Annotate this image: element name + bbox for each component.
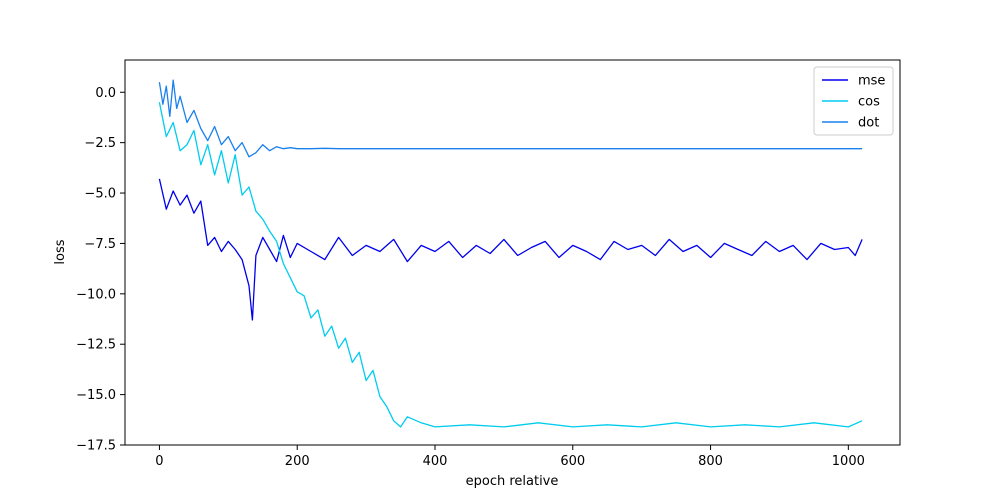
legend-box	[813, 66, 894, 136]
series-line-dot	[158, 79, 863, 158]
y-tick-label: −7.5	[84, 237, 116, 252]
x-tick-label: 400	[423, 454, 448, 469]
legend: mse cos dot	[813, 66, 894, 136]
x-tick-label: 0	[155, 454, 163, 469]
legend-label-cos: cos	[858, 95, 880, 110]
y-tick-label: −5.0	[84, 187, 116, 202]
series-line-mse	[158, 178, 863, 321]
y-tick-label: −15.0	[76, 388, 116, 403]
y-axis: 0.0 −2.5 −5.0 −7.5 −10.0 −12.5 −15.0 −17.5	[76, 86, 125, 454]
y-tick-label: −12.5	[76, 338, 116, 353]
x-tick-label: 600	[560, 454, 585, 469]
x-axis-label: epoch relative	[466, 474, 559, 489]
series-layer	[158, 79, 863, 428]
series-line-cos	[158, 102, 863, 428]
plot-area	[125, 60, 900, 445]
legend-label-mse: mse	[858, 74, 885, 89]
y-tick-label: −17.5	[76, 439, 116, 454]
x-axis: 0 200 400 600 800 1000	[155, 445, 865, 469]
x-tick-label: 1000	[832, 454, 865, 469]
x-tick-label: 800	[698, 454, 723, 469]
plot-frame	[124, 59, 901, 446]
y-tick-label: 0.0	[95, 86, 116, 101]
x-tick-label: 200	[285, 454, 310, 469]
legend-label-dot: dot	[858, 116, 879, 131]
y-tick-label: −2.5	[84, 136, 116, 151]
y-tick-label: −10.0	[76, 287, 116, 302]
y-axis-label: loss	[53, 239, 68, 264]
